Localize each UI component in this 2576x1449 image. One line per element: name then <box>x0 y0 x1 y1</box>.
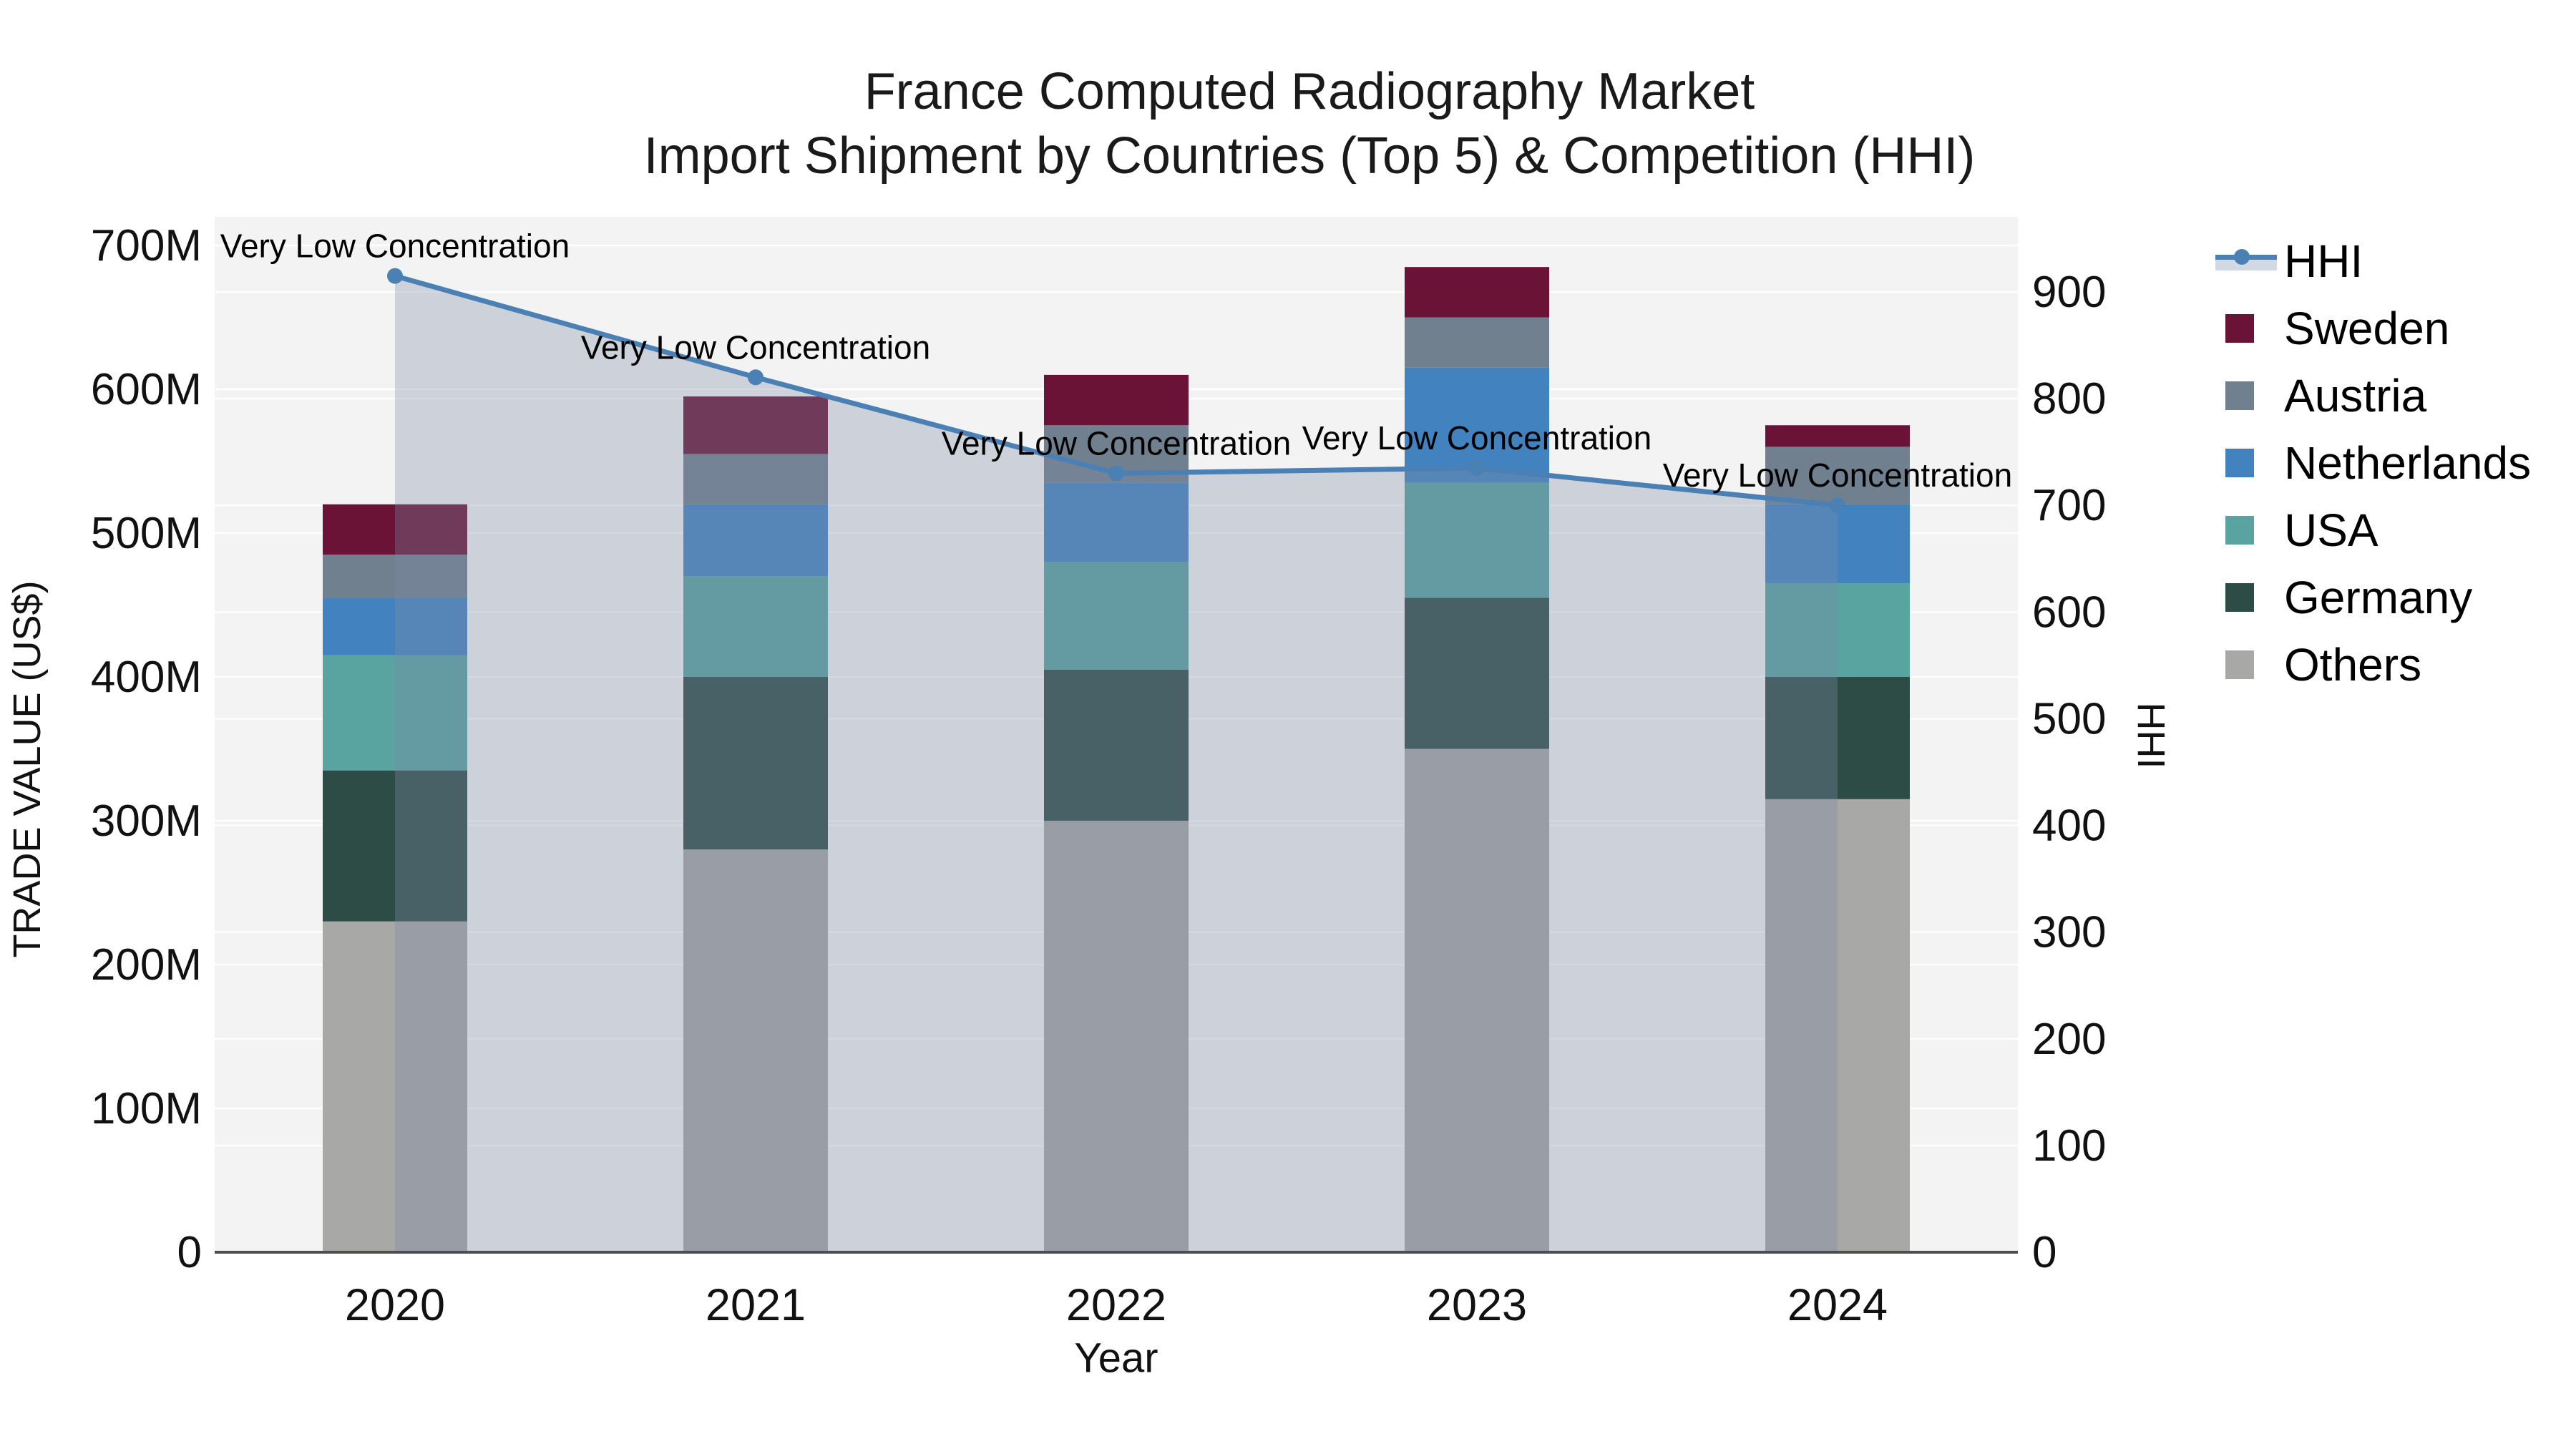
legend: HHI Sweden Austria Netherlands USA Germa… <box>2215 228 2573 698</box>
y-axis-tick-label-right: 900 <box>2032 268 2106 317</box>
legend-item-hhi: HHI <box>2215 228 2573 295</box>
bar-segment-germany-2021 <box>683 677 828 850</box>
legend-label-usa: USA <box>2284 504 2379 556</box>
x-axis-tick-label: 2024 <box>1787 1280 1888 1330</box>
bar-segment-netherlands-2020 <box>323 597 467 655</box>
annotation-label: Very Low Concentration <box>1302 419 1652 457</box>
bar-segment-germany-2020 <box>323 770 467 922</box>
bar-segment-others-2022 <box>1044 821 1189 1252</box>
bar-segment-sweden-2021 <box>683 396 828 454</box>
y-axis-tick-label-left: 700M <box>91 221 202 270</box>
y-axis-tick-label-left: 0 <box>177 1228 202 1277</box>
bar-segment-sweden-2023 <box>1405 267 1549 318</box>
legend-label-others: Others <box>2284 639 2422 691</box>
bar-segment-austria-2021 <box>683 454 828 504</box>
legend-label-netherlands: Netherlands <box>2284 437 2532 489</box>
annotation-label: Very Low Concentration <box>942 424 1291 462</box>
chart-title: France Computed Radiography Market Impor… <box>236 59 2383 188</box>
bar-segment-austria-2024 <box>1765 447 1910 504</box>
y-axis-tick-label-left: 500M <box>91 509 202 558</box>
x-axis-tick-label: 2023 <box>1427 1280 1527 1330</box>
bar-segment-netherlands-2024 <box>1765 504 1910 584</box>
y-axis-tick-label-right: 700 <box>2032 481 2106 530</box>
chart-title-line1: France Computed Radiography Market <box>864 63 1755 120</box>
bar-segment-netherlands-2021 <box>683 504 828 577</box>
y-axis-tick-label-right: 800 <box>2032 374 2106 424</box>
legend-swatch-others <box>2225 650 2254 679</box>
x-axis-tick-label: 2022 <box>1066 1280 1166 1330</box>
bar-segment-germany-2023 <box>1405 597 1549 749</box>
legend-swatch-usa <box>2225 516 2254 545</box>
legend-hhi-line-symbol <box>2215 228 2284 295</box>
y-axis-tick-label-right: 200 <box>2032 1015 2106 1064</box>
hhi-marker-2021 <box>748 369 763 386</box>
legend-label-sweden: Sweden <box>2284 303 2450 354</box>
legend-item-usa: USA <box>2215 497 2573 564</box>
y-axis-tick-label-right: 600 <box>2032 587 2106 637</box>
x-axis-tick-label: 2020 <box>345 1280 445 1330</box>
bar-segment-others-2023 <box>1405 748 1549 1252</box>
hhi-marker-2023 <box>1469 460 1485 477</box>
bar-segment-germany-2022 <box>1044 669 1189 821</box>
right-y-axis-title: HHI <box>2129 702 2172 769</box>
legend-item-netherlands: Netherlands <box>2215 429 2573 497</box>
y-axis-tick-label-left: 400M <box>91 653 202 702</box>
legend-label-germany: Germany <box>2284 572 2473 623</box>
annotation-label: Very Low Concentration <box>220 228 570 265</box>
y-axis-tick-label-left: 200M <box>91 940 202 990</box>
legend-item-sweden: Sweden <box>2215 295 2573 362</box>
y-axis-tick-label-right: 100 <box>2032 1121 2106 1171</box>
bar-segment-usa-2021 <box>683 576 828 677</box>
legend-swatch-germany <box>2225 583 2254 612</box>
bar-segment-austria-2023 <box>1405 317 1549 368</box>
bar-segment-usa-2020 <box>323 655 467 771</box>
bar-segment-usa-2022 <box>1044 562 1189 670</box>
hhi-marker-2024 <box>1830 497 1845 514</box>
y-axis-tick-label-right: 300 <box>2032 908 2106 957</box>
bar-segment-sweden-2024 <box>1765 425 1910 447</box>
legend-swatch-austria <box>2225 381 2254 410</box>
legend-swatch-netherlands <box>2225 449 2254 477</box>
legend-item-others: Others <box>2215 631 2573 698</box>
y-axis-tick-label-right: 0 <box>2032 1228 2057 1277</box>
hhi-area-fill <box>395 275 1838 1253</box>
annotation-label: Very Low Concentration <box>581 328 930 366</box>
bar-segment-sweden-2022 <box>1044 374 1189 426</box>
annotation-label: Very Low Concentration <box>1663 457 2012 494</box>
chart-title-line2: Import Shipment by Countries (Top 5) & C… <box>643 127 1976 185</box>
y-axis-tick-label-right: 400 <box>2032 801 2106 851</box>
bar-segment-others-2021 <box>683 849 828 1252</box>
y-axis-tick-label-left: 600M <box>91 365 202 414</box>
bar-segment-austria-2020 <box>323 555 467 598</box>
legend-label-hhi: HHI <box>2284 235 2363 287</box>
x-axis-title: Year <box>1074 1335 1158 1382</box>
left-y-axis-title: TRADE VALUE (US$) <box>6 580 49 958</box>
legend-item-austria: Austria <box>2215 362 2573 429</box>
y-axis-tick-label-right: 500 <box>2032 694 2106 743</box>
y-axis-tick-label-left: 300M <box>91 796 202 846</box>
legend-label-austria: Austria <box>2284 370 2427 421</box>
bar-segment-sweden-2020 <box>323 504 467 555</box>
legend-swatch-sweden <box>2225 314 2254 343</box>
bar-segment-usa-2023 <box>1405 482 1549 598</box>
bar-segment-germany-2024 <box>1765 677 1910 799</box>
bar-segment-usa-2024 <box>1765 583 1910 677</box>
hhi-marker-2022 <box>1108 465 1124 482</box>
y-axis-tick-label-left: 100M <box>91 1084 202 1133</box>
bar-segment-others-2020 <box>323 921 467 1252</box>
hhi-marker-2020 <box>387 268 403 284</box>
legend-item-germany: Germany <box>2215 564 2573 631</box>
x-axis-tick-label: 2021 <box>706 1280 806 1330</box>
bar-segment-others-2024 <box>1765 799 1910 1252</box>
bar-segment-netherlands-2022 <box>1044 482 1189 562</box>
